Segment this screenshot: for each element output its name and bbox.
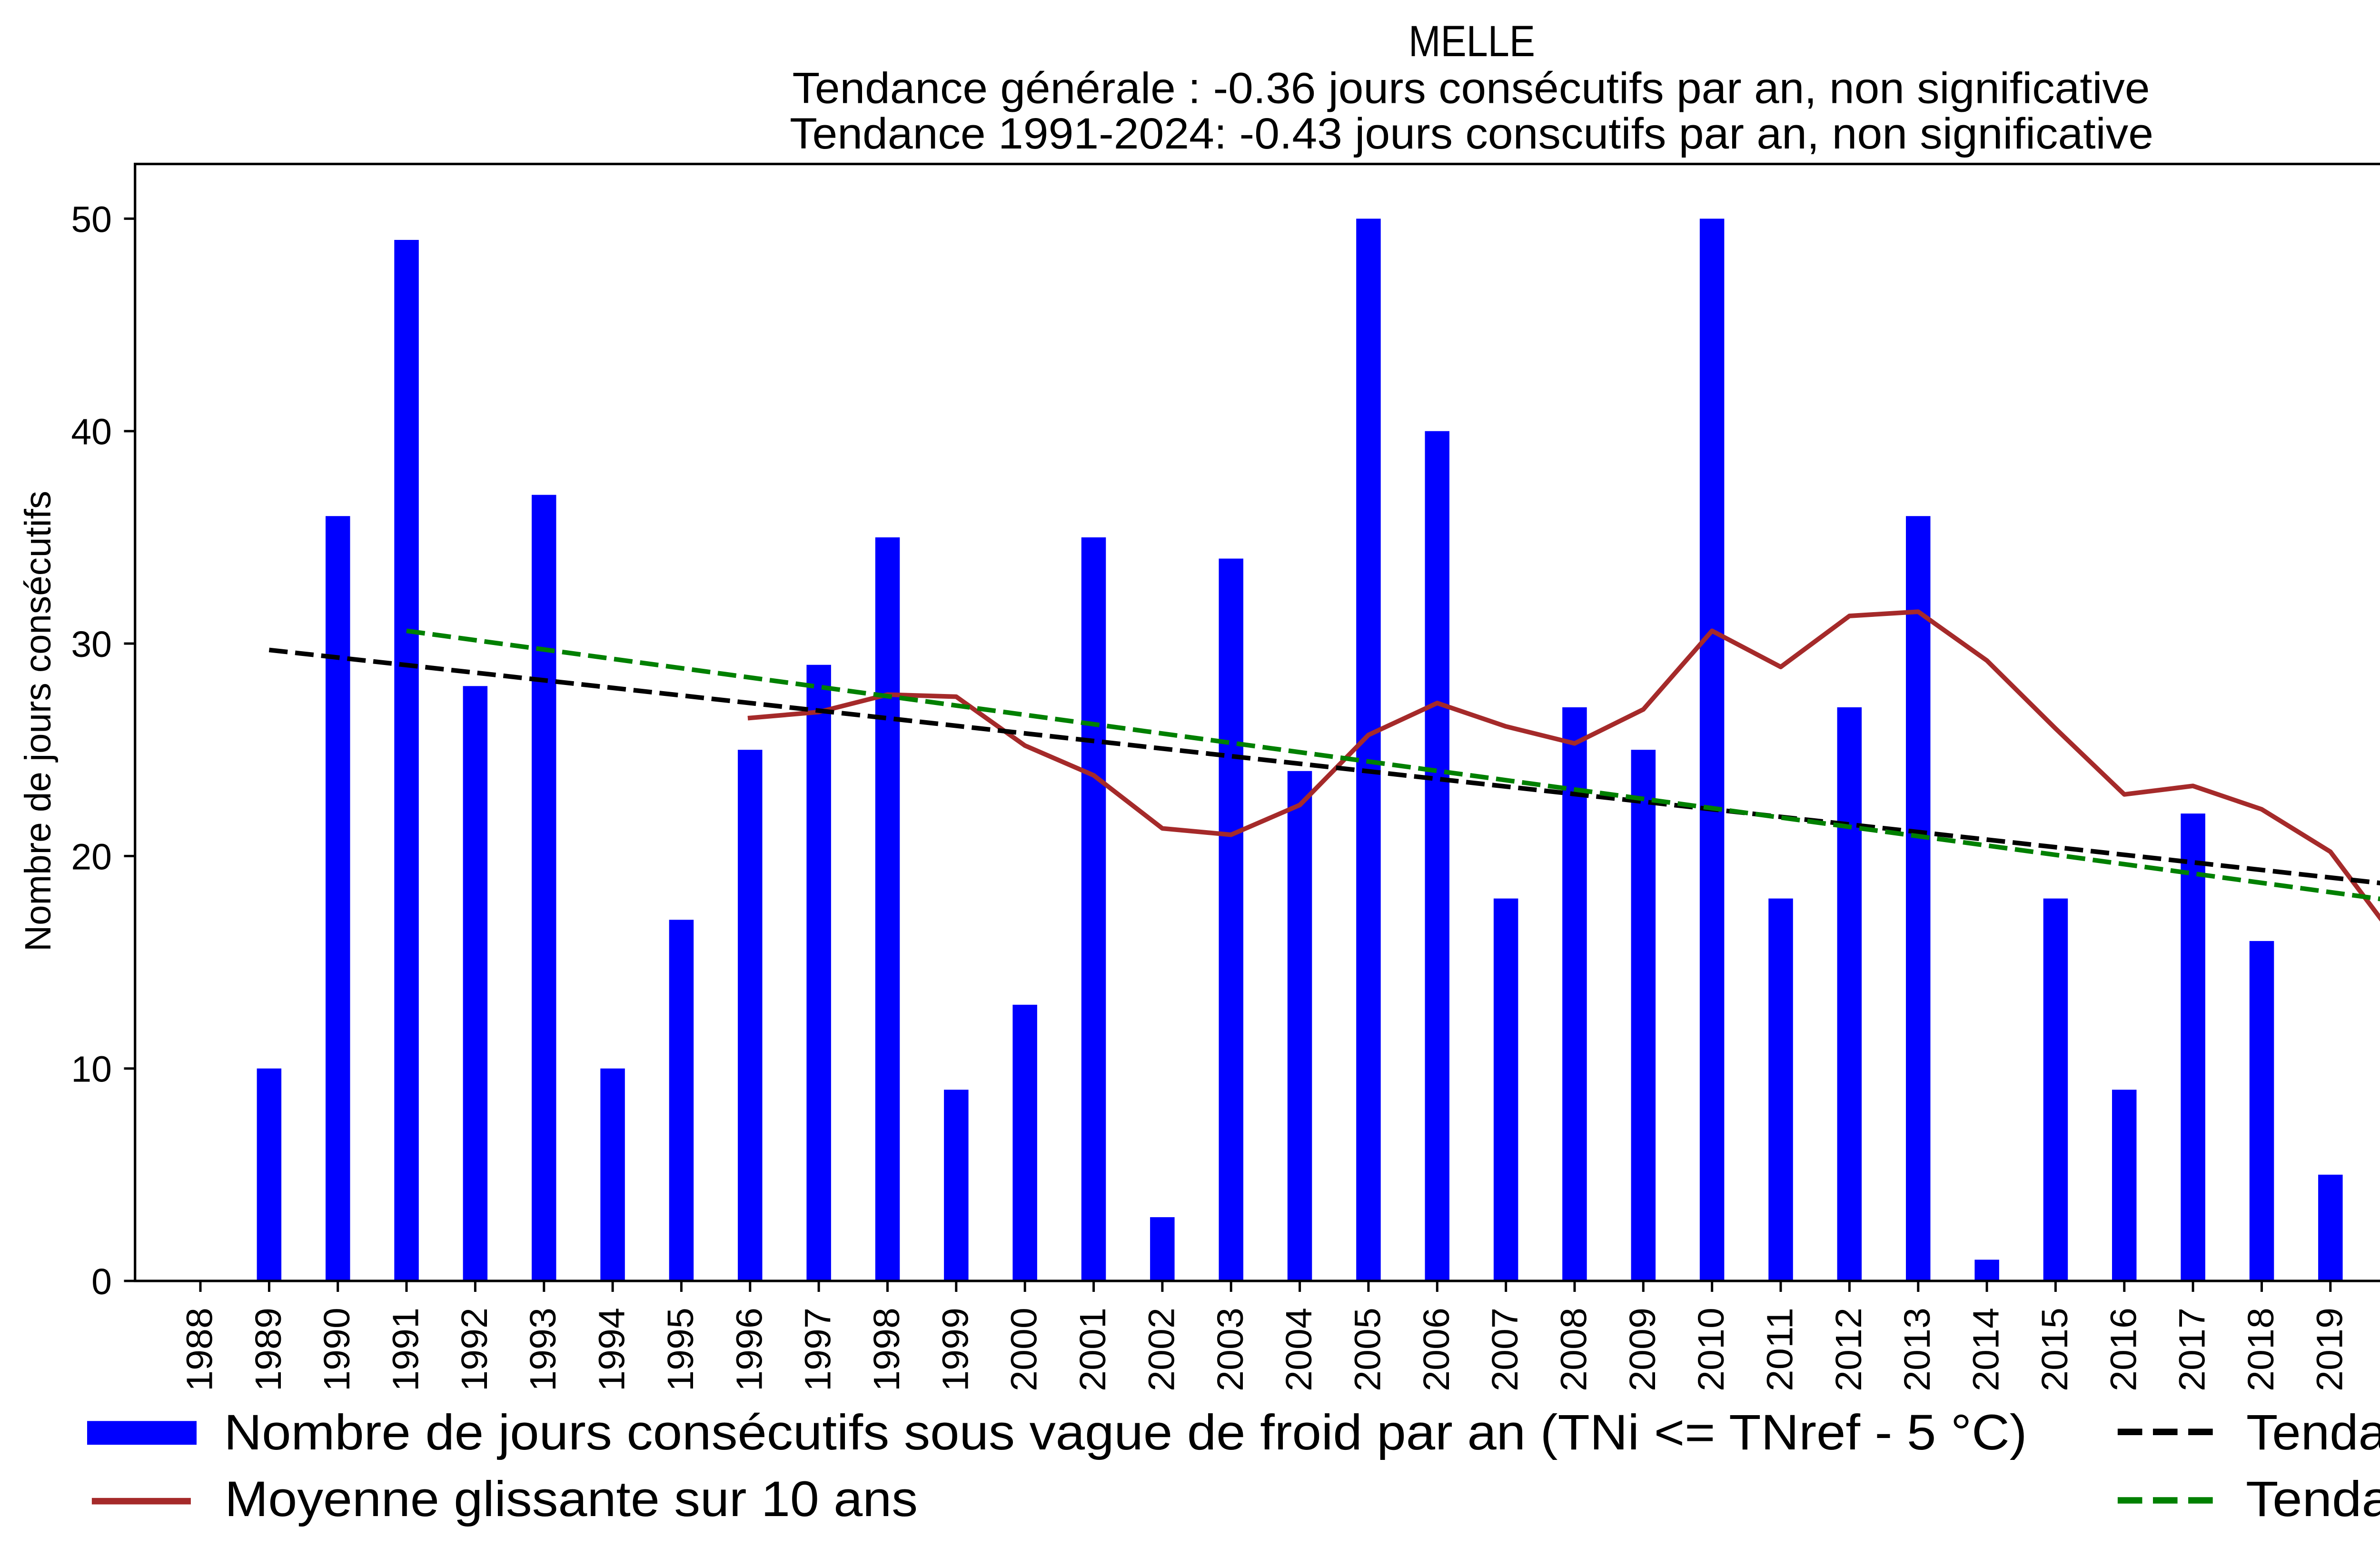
svg-text:Tendance 1991-2024: Tendance 1991-2024 bbox=[2246, 1471, 2380, 1527]
svg-text:40: 40 bbox=[71, 412, 112, 453]
svg-text:30: 30 bbox=[71, 624, 112, 665]
svg-text:2004: 2004 bbox=[1279, 1308, 1319, 1391]
svg-text:1988: 1988 bbox=[179, 1308, 220, 1391]
svg-text:Tendance 1991-2024: -0.43 jour: Tendance 1991-2024: -0.43 jours conscuti… bbox=[790, 109, 2153, 158]
svg-text:2017: 2017 bbox=[2172, 1308, 2213, 1391]
svg-text:2001: 2001 bbox=[1072, 1308, 1113, 1391]
svg-text:Moyenne glissante sur 10 ans: Moyenne glissante sur 10 ans bbox=[225, 1471, 918, 1527]
svg-text:2019: 2019 bbox=[2309, 1308, 2350, 1391]
svg-text:2018: 2018 bbox=[2241, 1308, 2281, 1391]
svg-text:20: 20 bbox=[71, 836, 112, 877]
svg-text:2011: 2011 bbox=[1760, 1308, 1801, 1391]
svg-text:Tendance générale : -0.36 jour: Tendance générale : -0.36 jours consécut… bbox=[793, 64, 2150, 112]
svg-text:1997: 1997 bbox=[798, 1308, 839, 1391]
svg-text:Nombre de jours consécutifs: Nombre de jours consécutifs bbox=[18, 491, 59, 952]
svg-text:Tendance générale: Tendance générale bbox=[2246, 1405, 2380, 1460]
svg-text:2012: 2012 bbox=[1828, 1308, 1869, 1391]
svg-text:50: 50 bbox=[71, 199, 112, 240]
svg-text:2000: 2000 bbox=[1004, 1308, 1045, 1391]
svg-text:0: 0 bbox=[91, 1261, 112, 1302]
svg-text:2007: 2007 bbox=[1485, 1308, 1526, 1391]
svg-text:2014: 2014 bbox=[1966, 1308, 2007, 1391]
svg-text:1992: 1992 bbox=[454, 1308, 495, 1391]
svg-text:1990: 1990 bbox=[317, 1308, 357, 1391]
svg-text:2020: 2020 bbox=[2378, 1308, 2380, 1391]
svg-text:2010: 2010 bbox=[1691, 1308, 1732, 1391]
svg-text:1999: 1999 bbox=[935, 1308, 976, 1391]
svg-text:2009: 2009 bbox=[1622, 1308, 1663, 1391]
svg-text:MELLE: MELLE bbox=[1408, 17, 1535, 66]
svg-text:1991: 1991 bbox=[386, 1308, 426, 1391]
svg-text:10: 10 bbox=[71, 1049, 112, 1090]
svg-text:Nombre de jours consécutifs so: Nombre de jours consécutifs sous vague d… bbox=[224, 1405, 2027, 1460]
svg-text:2015: 2015 bbox=[2034, 1308, 2075, 1391]
svg-text:1993: 1993 bbox=[523, 1308, 564, 1391]
svg-text:1998: 1998 bbox=[866, 1308, 907, 1391]
svg-text:2003: 2003 bbox=[1210, 1308, 1251, 1391]
svg-text:2002: 2002 bbox=[1141, 1308, 1182, 1391]
svg-text:2008: 2008 bbox=[1554, 1308, 1595, 1391]
svg-text:1989: 1989 bbox=[248, 1308, 289, 1391]
svg-text:1994: 1994 bbox=[592, 1308, 633, 1391]
svg-text:2016: 2016 bbox=[2103, 1308, 2144, 1391]
svg-text:1995: 1995 bbox=[660, 1308, 701, 1391]
svg-text:2013: 2013 bbox=[1897, 1308, 1938, 1391]
svg-text:2006: 2006 bbox=[1416, 1308, 1457, 1391]
svg-text:1996: 1996 bbox=[729, 1308, 770, 1391]
svg-text:2005: 2005 bbox=[1347, 1308, 1388, 1391]
